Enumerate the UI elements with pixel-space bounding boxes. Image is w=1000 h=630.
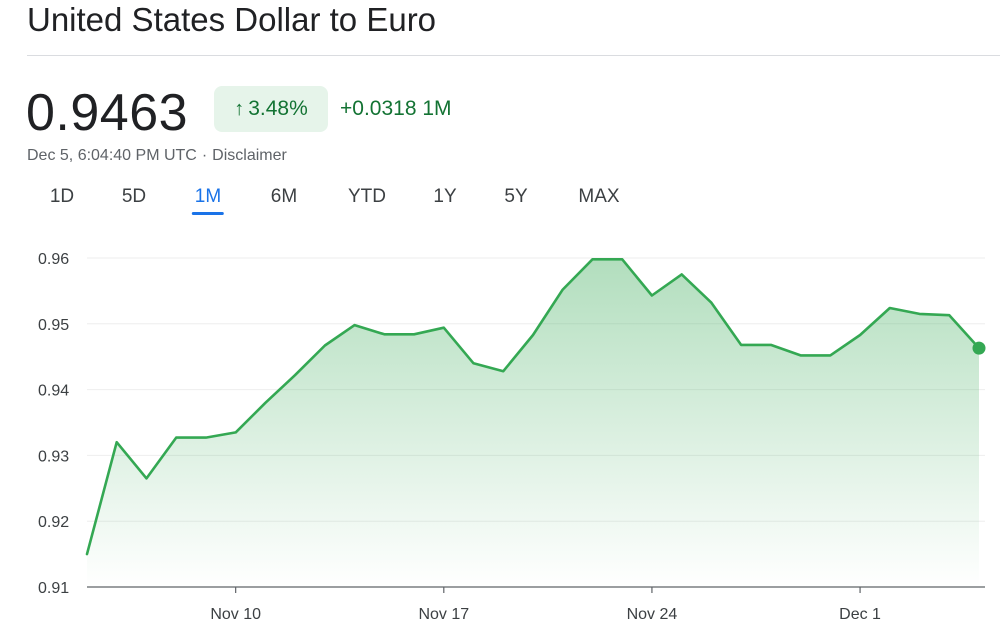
x-tick-label: Nov 24 [627, 606, 678, 623]
series-area [87, 259, 979, 587]
separator: · [201, 147, 208, 164]
y-tick-label: 0.92 [38, 514, 69, 531]
percent-change-badge: ↑ 3.48% [214, 86, 328, 132]
time-range-tabs: 1D 5D 1M 6M YTD 1Y 5Y MAX [0, 184, 700, 224]
range-tab-label: 1M [194, 186, 222, 207]
series-line[interactable] [85, 258, 981, 556]
disclaimer-link[interactable]: Disclaimer [212, 147, 287, 164]
last-point-marker[interactable] [972, 341, 986, 355]
range-tab-ytd[interactable]: YTD [348, 184, 386, 210]
current-price: 0.9463 [26, 84, 189, 142]
range-tab-6m[interactable]: 6M [271, 184, 297, 210]
y-tick-label: 0.94 [38, 383, 69, 400]
range-tab-1y[interactable]: 1Y [433, 184, 456, 210]
arrow-up-icon: ↑ [234, 97, 245, 120]
range-tab-label: 5Y [504, 186, 528, 207]
range-tab-label: 5D [121, 186, 147, 207]
percent-change-value: 3.48% [248, 97, 308, 120]
y-tick-label: 0.95 [38, 317, 69, 334]
range-tab-max[interactable]: MAX [578, 184, 619, 210]
range-tab-label: 1D [49, 186, 75, 207]
range-tab-5d[interactable]: 5D [122, 184, 146, 210]
y-tick-label: 0.91 [38, 580, 69, 597]
x-tick-label: Nov 17 [418, 606, 469, 623]
range-tab-label: 1Y [433, 186, 457, 207]
active-tab-underline [191, 212, 225, 215]
absolute-change: +0.0318 1M [340, 97, 452, 120]
header-divider [27, 55, 1000, 56]
y-tick-label: 0.96 [38, 251, 69, 268]
range-tab-5y[interactable]: 5Y [504, 184, 527, 210]
y-tick-label: 0.93 [38, 448, 69, 465]
range-tab-label: 6M [270, 186, 298, 207]
range-tab-label: MAX [578, 186, 620, 207]
page-title: United States Dollar to Euro [27, 1, 437, 38]
quote-timestamp: Dec 5, 6:04:40 PM UTC [27, 147, 197, 164]
range-tab-1m[interactable]: 1M [191, 184, 225, 215]
quote-timestamp-row: Dec 5, 6:04:40 PM UTC · Disclaimer [27, 146, 287, 166]
x-tick-label: Nov 10 [210, 606, 261, 623]
x-tick-label: Dec 1 [839, 606, 881, 623]
range-tab-1d[interactable]: 1D [50, 184, 74, 210]
range-tab-label: YTD [348, 186, 386, 207]
